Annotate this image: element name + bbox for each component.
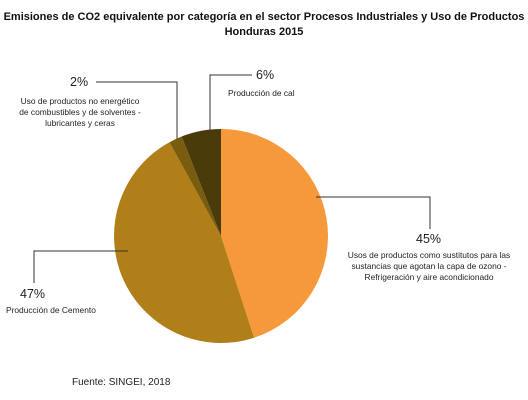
slice-label-cemento: Producción de Cemento <box>6 305 96 315</box>
chart-title: Emisiones de CO2 equivalente por categor… <box>0 10 528 40</box>
leader-line-refrigeracion <box>316 196 431 229</box>
source-note: Fuente: SINGEI, 2018 <box>72 377 171 388</box>
pct-label-refrigeracion: 45% <box>416 232 442 246</box>
pie-slice-combustibles <box>169 136 221 236</box>
leader-line-cal <box>209 74 252 131</box>
slice-label-combustibles: Uso de productos no energético de combus… <box>19 96 141 128</box>
pct-label-combustibles: 2% <box>70 75 89 89</box>
slice-label-cal: Producción de cal <box>228 88 295 98</box>
leader-line-combustibles <box>96 81 178 139</box>
leader-line-cemento <box>33 250 128 283</box>
chart-title-line: Emisiones de CO2 equivalente por categor… <box>3 11 525 23</box>
slice-label-refrigeracion: Usos de productos como sustitutos para l… <box>347 250 511 282</box>
pct-label-cal: 6% <box>256 68 275 82</box>
pie-slice-cemento <box>114 142 255 343</box>
chart-subtitle: Honduras 2015 <box>224 26 304 38</box>
leader-lines <box>33 74 431 283</box>
pie-slice-cal <box>181 129 221 236</box>
pie-slice-refrigeracion <box>221 129 328 338</box>
pct-label-cemento: 47% <box>20 287 46 301</box>
